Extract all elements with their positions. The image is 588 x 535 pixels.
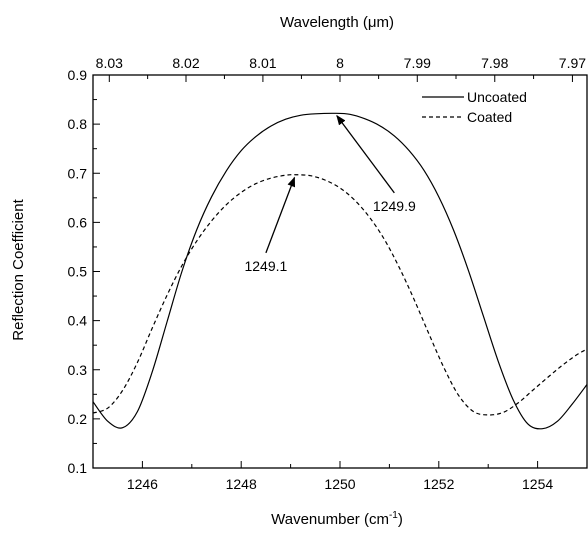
annotation-arrow	[265, 176, 296, 254]
plot-area	[92, 74, 588, 469]
series-lines	[92, 112, 588, 430]
tick-labels: 1246 1248 1250 1252 1254 0.1 0.2 0.3 0.4 0.5 0.6 0.…	[68, 55, 587, 492]
x2-tick-label: 7.99	[404, 55, 431, 71]
y-tick-label: 0.3	[68, 362, 88, 378]
legend: Uncoated Coated	[422, 89, 527, 125]
top-axis-label: Wavelength (μm)	[280, 14, 394, 31]
tick-marks	[92, 74, 588, 469]
x2-tick-label: 8.01	[249, 55, 276, 71]
x-tick-label: 1252	[423, 476, 454, 492]
annotation-label: 1249.9	[373, 198, 416, 214]
y-tick-label: 0.6	[68, 214, 88, 230]
y-axis-label: Reflection Coefficient	[10, 198, 27, 340]
x2-tick-label: 7.97	[559, 55, 586, 71]
series-line-coated	[92, 174, 588, 416]
x-axis-label: Wavenumber (cm-1)	[271, 510, 403, 528]
y-tick-label: 0.7	[68, 165, 88, 181]
legend-label-coated: Coated	[467, 109, 512, 125]
annotations: 1249.9 1249.1	[244, 114, 416, 274]
x2-tick-label: 7.98	[481, 55, 508, 71]
series-line-uncoated	[92, 112, 588, 430]
legend-label-uncoated: Uncoated	[467, 89, 527, 105]
y-tick-label: 0.9	[68, 67, 88, 83]
y-tick-label: 0.2	[68, 411, 88, 427]
x2-tick-label: 8.02	[172, 55, 199, 71]
y-tick-label: 0.5	[68, 264, 88, 280]
y-tick-label: 0.4	[68, 313, 88, 329]
x-tick-label: 1248	[226, 476, 257, 492]
x-tick-label: 1246	[127, 476, 158, 492]
y-tick-label: 0.1	[68, 460, 88, 476]
annotation-label: 1249.1	[244, 258, 287, 274]
x2-tick-label: 8.03	[96, 55, 123, 71]
annotation-arrow	[336, 114, 395, 194]
x-tick-label: 1254	[522, 476, 553, 492]
x2-tick-label: 8	[336, 55, 344, 71]
y-tick-label: 0.8	[68, 116, 88, 132]
x-tick-label: 1250	[324, 476, 355, 492]
